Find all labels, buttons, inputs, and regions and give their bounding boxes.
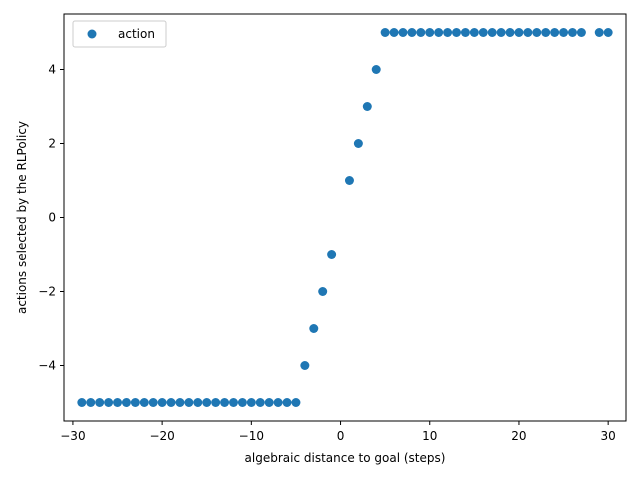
data-point: [77, 398, 87, 407]
data-point: [264, 398, 274, 407]
data-point: [104, 398, 114, 407]
data-point: [469, 28, 479, 37]
x-tick-label: 30: [601, 429, 616, 443]
data-point: [478, 28, 488, 37]
x-axis-ticks: −30 −20 −10 0 10 20 30: [60, 421, 616, 443]
data-point: [443, 28, 453, 37]
x-tick-label: 10: [422, 429, 437, 443]
x-tick-label: −30: [60, 429, 85, 443]
data-point: [202, 398, 212, 407]
legend: action: [72, 20, 167, 48]
data-point: [541, 28, 551, 37]
y-axis-ticks: −4 −2 0 2 4: [38, 63, 64, 373]
data-point: [121, 398, 131, 407]
data-point: [452, 28, 462, 37]
data-point: [318, 287, 328, 296]
data-point: [567, 28, 577, 37]
data-point: [300, 361, 310, 370]
data-point: [434, 28, 444, 37]
y-tick-label: 4: [48, 63, 56, 77]
data-point: [86, 398, 96, 407]
data-point: [95, 398, 105, 407]
data-point: [220, 398, 230, 407]
data-point: [184, 398, 194, 407]
x-tick-label: 0: [337, 429, 345, 443]
data-point: [576, 28, 586, 37]
y-axis-label: actions selected by the RLPolicy: [15, 121, 29, 314]
data-point: [559, 28, 569, 37]
data-point: [416, 28, 426, 37]
data-point: [398, 28, 408, 37]
data-point: [309, 324, 319, 333]
data-point: [282, 398, 292, 407]
data-point: [237, 398, 247, 407]
legend-label: action: [118, 27, 155, 41]
data-point: [273, 398, 283, 407]
data-point: [371, 65, 381, 74]
data-point: [148, 398, 158, 407]
x-tick-label: −20: [149, 429, 174, 443]
data-point: [496, 28, 506, 37]
data-point: [130, 398, 140, 407]
data-point: [523, 28, 533, 37]
legend-marker: [87, 29, 97, 39]
data-point: [594, 28, 604, 37]
data-point: [380, 28, 390, 37]
x-tick-label: 20: [511, 429, 526, 443]
data-point: [407, 28, 417, 37]
data-point: [362, 102, 372, 111]
data-point: [353, 139, 363, 148]
legend-box: [72, 20, 167, 48]
data-point: [550, 28, 560, 37]
data-point: [603, 28, 613, 37]
y-tick-label: −4: [38, 359, 56, 373]
data-point: [113, 398, 123, 407]
data-point: [505, 28, 515, 37]
y-tick-label: 2: [48, 137, 56, 151]
data-point: [532, 28, 542, 37]
data-point: [389, 28, 399, 37]
data-point: [193, 398, 203, 407]
data-point: [175, 398, 185, 407]
data-point: [514, 28, 524, 37]
x-tick-label: −10: [239, 429, 264, 443]
data-point: [228, 398, 238, 407]
x-axis-label: algebraic distance to goal (steps): [245, 451, 446, 465]
y-tick-label: 0: [48, 211, 56, 225]
data-point: [291, 398, 301, 407]
data-point: [344, 176, 354, 185]
y-tick-label: −2: [38, 285, 56, 299]
data-point: [487, 28, 497, 37]
data-point: [211, 398, 221, 407]
data-point: [246, 398, 256, 407]
data-point: [460, 28, 470, 37]
data-point: [166, 398, 176, 407]
data-point: [255, 398, 265, 407]
data-point: [139, 398, 149, 407]
data-point: [157, 398, 167, 407]
data-point: [327, 250, 337, 259]
data-point: [425, 28, 435, 37]
data-points: [77, 28, 613, 407]
